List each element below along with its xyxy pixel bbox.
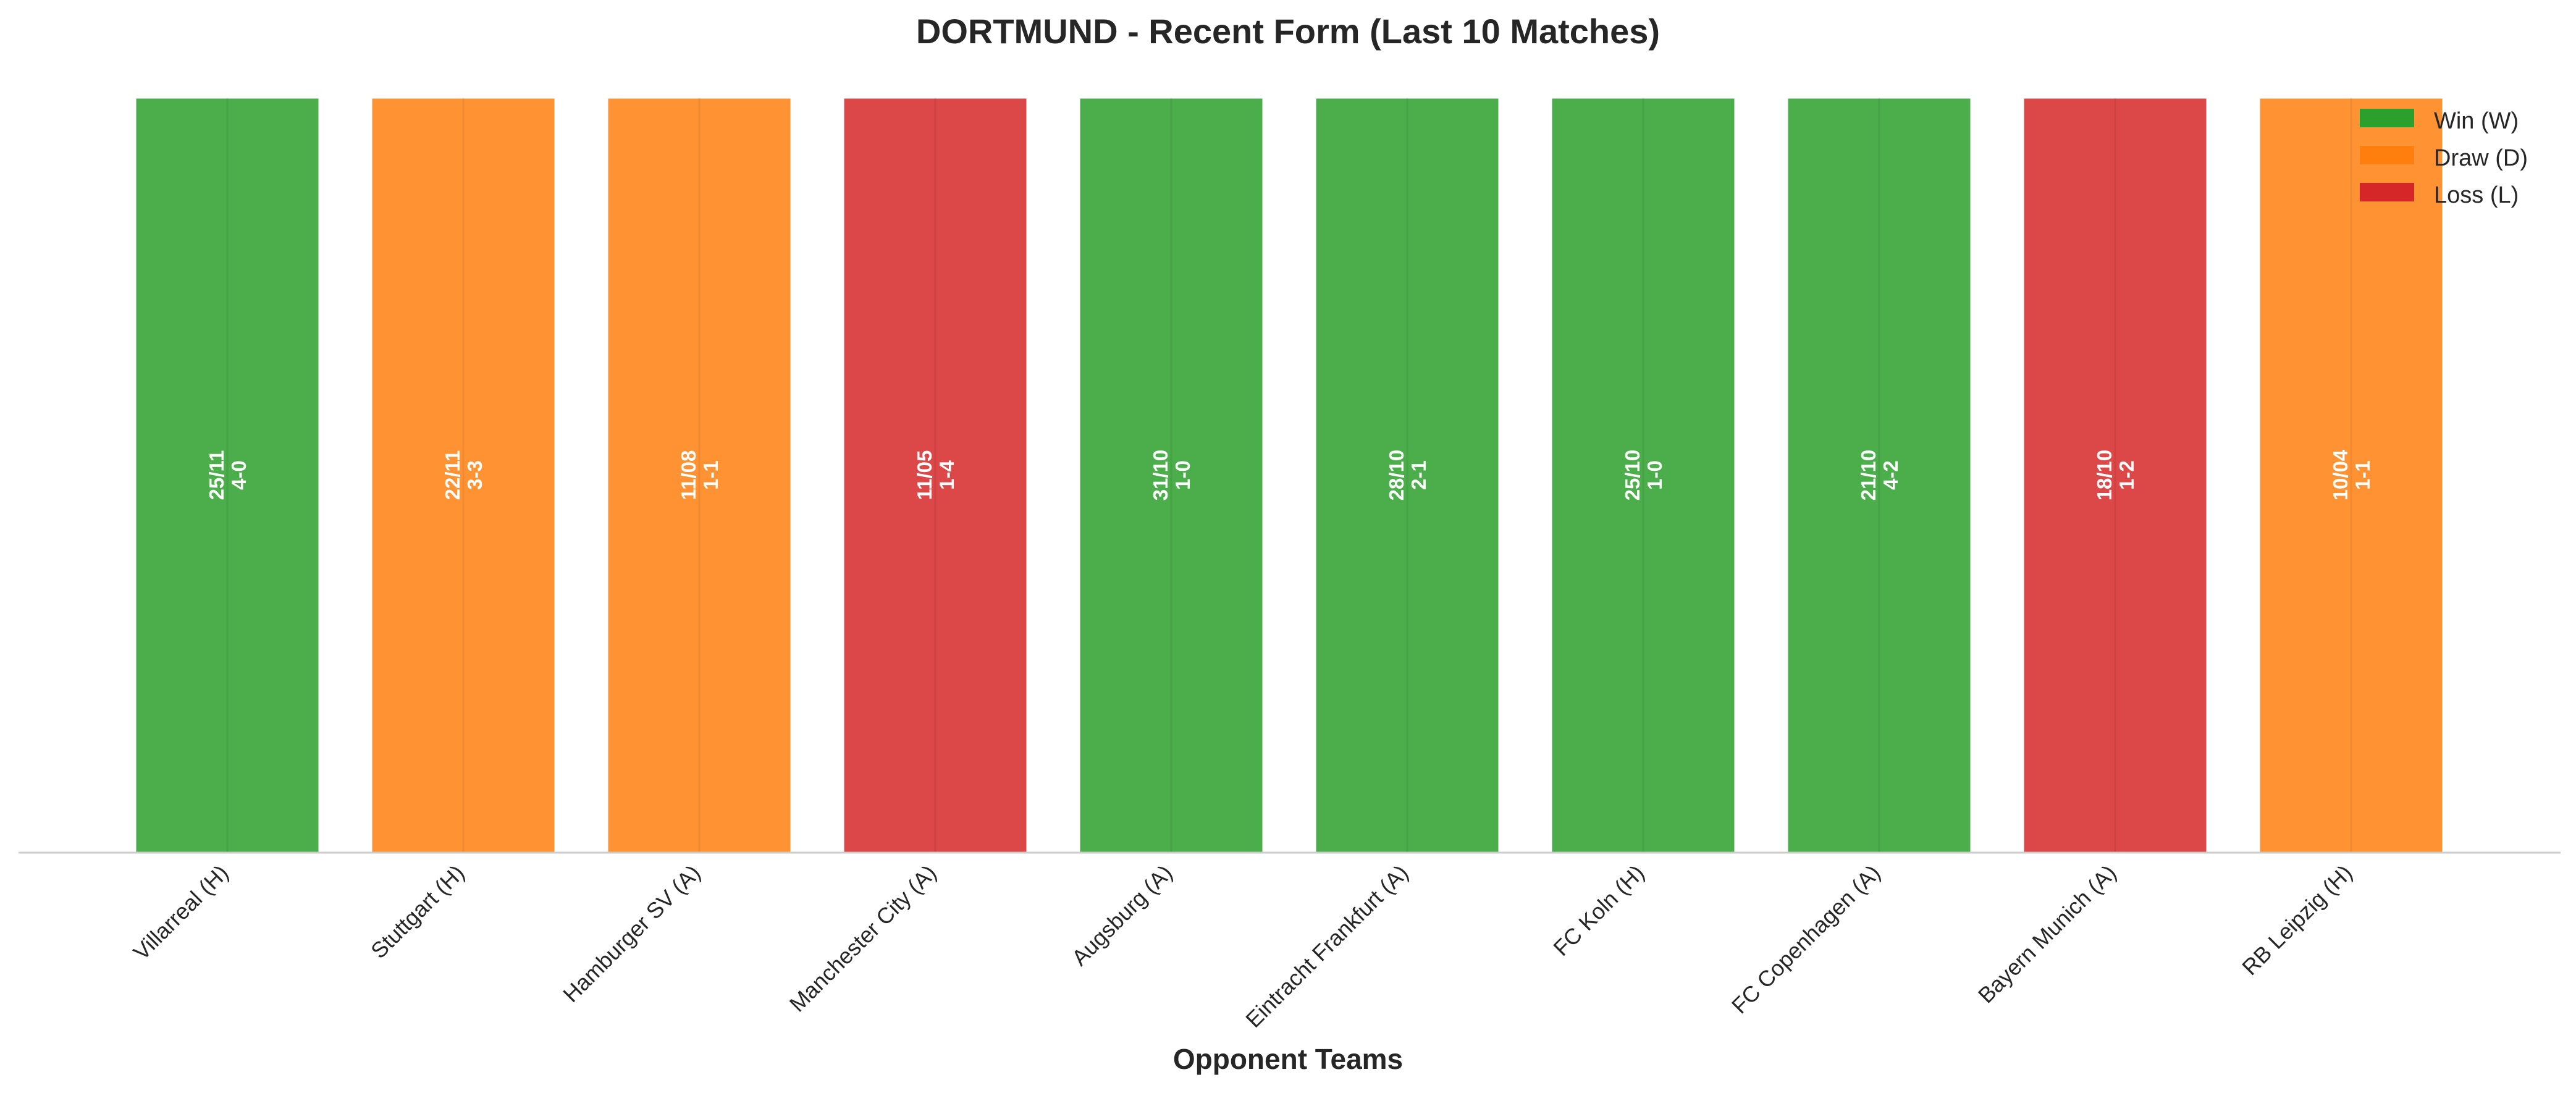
bar-date-label: 22/11	[441, 450, 464, 500]
bar-label: 25/114-0	[205, 450, 250, 500]
bar-score-label: 1-4	[935, 460, 958, 490]
bar-3	[606, 96, 793, 854]
x-tick-label: Villarreal (H)	[128, 860, 234, 965]
bar-date-label: 28/10	[1385, 450, 1408, 501]
bar-label: 28/102-1	[1385, 450, 1430, 501]
bar-score-label: 3-3	[463, 460, 486, 490]
legend-label-l: Loss (L)	[2434, 182, 2519, 208]
legend-label-w: Win (W)	[2434, 108, 2519, 134]
bar-4	[842, 96, 1029, 854]
bar-7	[1550, 96, 1736, 854]
x-tick-label: Manchester City (A)	[785, 860, 941, 1017]
bar-score-label: 1-1	[699, 460, 722, 490]
bar-date-label: 25/10	[1621, 450, 1644, 501]
bar-label: 21/104-2	[1857, 450, 1902, 501]
x-tick-label: Bayern Munich (A)	[1973, 860, 2121, 1008]
legend-swatch-w	[2360, 109, 2414, 127]
bar-score-label: 2-1	[1407, 460, 1430, 490]
bar-score-label: 4-0	[227, 460, 250, 490]
bar-label: 25/101-0	[1621, 450, 1666, 501]
x-tick-label: FC Copenhagen (A)	[1727, 860, 1885, 1019]
bar-score-label: 1-1	[2351, 460, 2374, 490]
x-tick-label: Augsburg (A)	[1067, 860, 1177, 971]
x-tick-labels: Villarreal (H) Stuttgart (H) Hamburger SV …	[128, 860, 2357, 1032]
bar-6	[1314, 96, 1501, 854]
x-tick-label: Eintracht Frankfurt (A)	[1240, 860, 1413, 1032]
legend: Win (W) Draw (D) Loss (L)	[2360, 108, 2528, 208]
bar-score-label: 1-0	[1171, 460, 1194, 490]
x-tick-label: FC Koln (H)	[1548, 860, 1649, 961]
bar-label: 22/113-3	[441, 450, 486, 500]
bar-label: 31/101-0	[1149, 450, 1194, 501]
bar-2	[370, 96, 557, 854]
legend-swatch-d	[2360, 146, 2414, 164]
bar-score-label: 1-0	[1643, 460, 1666, 490]
legend-swatch-l	[2360, 183, 2414, 201]
bar-label: 10/041-1	[2329, 449, 2374, 500]
bar-date-label: 10/04	[2329, 449, 2352, 500]
bar-date-label: 11/05	[913, 450, 936, 500]
bar-date-label: 31/10	[1149, 450, 1172, 501]
bar-date-label: 21/10	[1857, 450, 1880, 501]
bar-1	[134, 96, 321, 854]
legend-label-d: Draw (D)	[2434, 145, 2528, 171]
bar-label: 11/051-4	[913, 450, 958, 500]
x-tick-label: RB Leipzig (H)	[2237, 860, 2357, 981]
x-tick-label: Stuttgart (H)	[366, 860, 469, 964]
bar-5	[1078, 96, 1265, 854]
bars-group: 25/114-0 22/113-3 11/081-1 11/051-4 31/101-0…	[134, 96, 2444, 854]
bar-date-label: 11/08	[677, 450, 700, 500]
bar-score-label: 4-2	[1879, 460, 1902, 490]
bar-label: 18/101-2	[2093, 450, 2138, 501]
bar-score-label: 1-2	[2115, 460, 2138, 490]
x-axis-label: Opponent Teams	[1173, 1043, 1403, 1075]
bar-label: 11/081-1	[677, 450, 722, 500]
bar-10	[2258, 96, 2444, 854]
x-tick-label: Hamburger SV (A)	[558, 860, 705, 1007]
chart-title: DORTMUND - Recent Form (Last 10 Matches)	[916, 12, 1660, 51]
bar-date-label: 18/10	[2093, 450, 2116, 501]
bar-date-label: 25/11	[205, 450, 228, 500]
